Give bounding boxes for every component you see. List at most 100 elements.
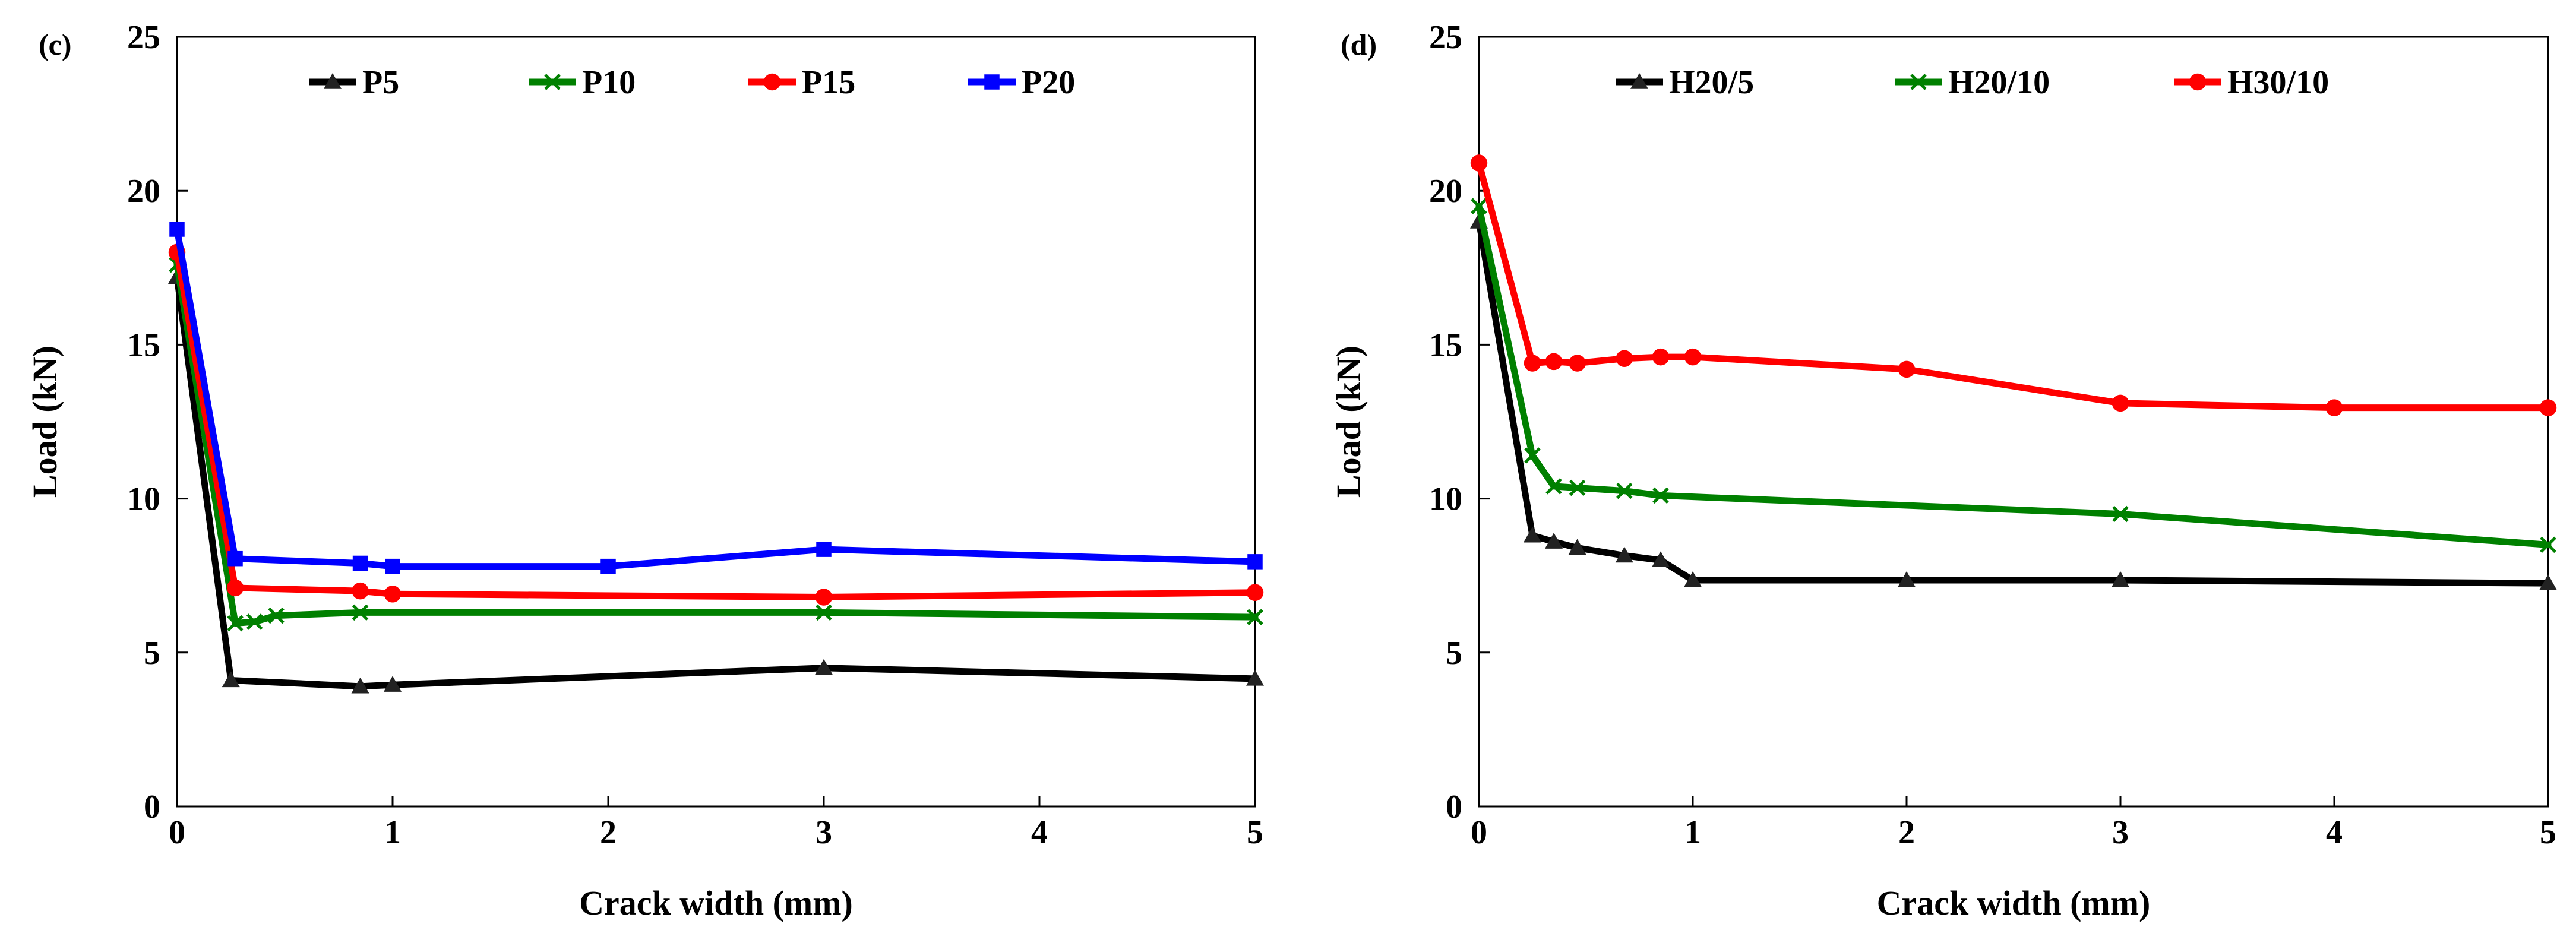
panel-c-xtick-label: 2 bbox=[600, 814, 617, 851]
panel-d-series-0-point bbox=[1615, 546, 1633, 563]
panel-d-series-2-point bbox=[2539, 399, 2557, 416]
panel-c-legend-marker-1 bbox=[544, 74, 561, 90]
panel-c-series-0-point bbox=[815, 659, 833, 675]
panel-c-series-2-point bbox=[226, 579, 244, 597]
panel-c-series-0-point bbox=[222, 671, 240, 688]
panel-c-series-3-point bbox=[1247, 554, 1263, 570]
panel-c-series-0-point bbox=[384, 676, 402, 692]
panel-d-legend-label-2: H30/10 bbox=[2227, 64, 2329, 101]
panel-d-series-0-point bbox=[2112, 571, 2129, 587]
panel-c-ytick-label: 0 bbox=[144, 789, 160, 825]
panel-d-y-axis-title: Load (kN) bbox=[1329, 346, 1368, 498]
panel-d-x-axis-title: Crack width (mm) bbox=[1877, 884, 2151, 922]
panel-d-series-1-point bbox=[1616, 482, 1633, 499]
panel-d-series-2-point bbox=[1470, 154, 1488, 172]
panel-d-legend: H20/5 H20/10 H30/10 bbox=[1616, 64, 2329, 101]
panel-c-legend-marker-3 bbox=[984, 74, 1000, 90]
panel-c-series-1-point bbox=[268, 607, 285, 624]
panel-d-series-0-point bbox=[1545, 533, 1563, 549]
panel-d-series-2 bbox=[1470, 154, 2557, 416]
panel-c-legend-label-2: P15 bbox=[802, 64, 855, 101]
panel-d-xtick-label: 0 bbox=[1471, 814, 1487, 851]
panel-c-legend: P5 P10 P15 P20 bbox=[309, 64, 1075, 101]
panel-c-series-3-point bbox=[385, 558, 400, 574]
panel-c-series-3-point bbox=[816, 542, 832, 557]
panel-d-series-0-point bbox=[1684, 571, 1702, 587]
panel-d-series-0-point bbox=[2539, 574, 2557, 590]
panel-d-series-0-point bbox=[1568, 539, 1586, 555]
panel-d-series-2-point bbox=[1652, 348, 1670, 366]
panel-d-ytick-label: 15 bbox=[1429, 327, 1462, 363]
panel-c-legend-label-1: P10 bbox=[582, 64, 636, 101]
panel-c-series-1-point bbox=[1247, 609, 1263, 625]
panel-d-series-0-line bbox=[1475, 218, 2552, 587]
panel-d-series-2-point bbox=[1545, 353, 1563, 371]
panel-c-series-2-point bbox=[352, 582, 369, 600]
panel-c-xtick-label: 1 bbox=[384, 814, 401, 851]
panel-d-series-0-point bbox=[1898, 571, 1916, 587]
panel-d-legend-marker-1 bbox=[1910, 74, 1927, 90]
panel-d-xtick-label: 3 bbox=[2112, 814, 2129, 851]
panel-d-series-0-point bbox=[1524, 526, 1541, 543]
panel-c-series-1-point bbox=[816, 604, 832, 621]
panel-c-ytick-label: 10 bbox=[127, 481, 160, 518]
panel-c-chart: 0 5 10 15 20 25 0 1 2 3 4 5 Crack width (mm) Load (kN… bbox=[26, 19, 1264, 922]
panel-c-y-axis-title: Load (kN) bbox=[26, 346, 64, 498]
panel-c-ytick-label: 15 bbox=[127, 327, 160, 363]
panel-d-plot-frame bbox=[1478, 36, 2549, 808]
panel-d-legend-marker-2 bbox=[2189, 73, 2207, 91]
panel-d-series-1-point bbox=[2540, 536, 2556, 553]
panel-d-series-2-point bbox=[1898, 360, 1916, 378]
panel-d-series-2-point bbox=[1684, 348, 1702, 366]
panel-c-plot-frame bbox=[176, 36, 1256, 808]
panel-d-series-1-point bbox=[1569, 479, 1586, 496]
panel-c-series-2-point bbox=[1246, 584, 1264, 601]
panel-d-series-1-point bbox=[1471, 198, 1487, 214]
panel-d-series-0-point bbox=[1652, 551, 1670, 567]
panel-d-ytick-label: 5 bbox=[1446, 635, 1462, 672]
panel-d-legend-label-0: H20/5 bbox=[1669, 64, 1754, 101]
panel-d-series-0 bbox=[1470, 213, 2557, 590]
panel-d-series-2-point bbox=[2112, 394, 2129, 412]
panel-c-xtick-label: 4 bbox=[1031, 814, 1048, 851]
panel-d-series-2-point bbox=[1524, 355, 1541, 372]
panel-d-ytick-label: 10 bbox=[1429, 481, 1462, 518]
panel-d-legend-marker-0 bbox=[1630, 73, 1648, 89]
panel-d-xtick-label: 5 bbox=[2540, 814, 2556, 851]
panel-d-series-2-point bbox=[1616, 350, 1633, 367]
panel-c-series-2-point bbox=[384, 586, 402, 603]
panel-d-series-1-point bbox=[1524, 447, 1541, 464]
panel-d-series-1-point bbox=[1545, 478, 1562, 495]
panel-d-series-1-point bbox=[2112, 505, 2129, 523]
panel-c-ytick-label: 20 bbox=[127, 173, 160, 210]
panel-c-series-0-line bbox=[173, 273, 1259, 690]
panel-c-ytick-label: 5 bbox=[144, 635, 160, 672]
panel-d-ytick-label: 20 bbox=[1429, 173, 1462, 210]
panel-c-series-2-point bbox=[815, 589, 833, 606]
panel-d-xtick-label: 1 bbox=[1684, 814, 1701, 851]
panel-d-xtick-label: 4 bbox=[2326, 814, 2343, 851]
panel-c-series-0-point bbox=[351, 677, 369, 694]
panel-c-xtick-label: 5 bbox=[1247, 814, 1263, 851]
panel-c-series-0-point bbox=[1246, 669, 1264, 686]
panel-d-legend-label-1: H20/10 bbox=[1948, 64, 2050, 101]
panel-c-series-2-line bbox=[173, 249, 1259, 600]
panel-d-series-1-point bbox=[1652, 487, 1669, 504]
panel-d-xtick-label: 2 bbox=[1898, 814, 1915, 851]
panel-d-chart: 0 5 10 15 20 25 0 1 2 3 4 5 Crack width (mm) Load (kN… bbox=[1329, 19, 2557, 922]
panel-c-legend-label-0: P5 bbox=[362, 64, 399, 101]
panel-c-series-3-point bbox=[169, 222, 185, 237]
panel-c-x-axis-title: Crack width (mm) bbox=[579, 884, 853, 922]
panel-c-xtick-label: 3 bbox=[816, 814, 832, 851]
panel-c-legend-marker-2 bbox=[763, 73, 781, 91]
panel-c-letter: (c) bbox=[39, 28, 72, 61]
panel-c-series-3-point bbox=[600, 558, 616, 574]
panel-c-series-3-point bbox=[227, 550, 243, 567]
panel-c-xtick-label: 0 bbox=[169, 814, 185, 851]
panel-c-series-3 bbox=[169, 222, 1263, 574]
panel-d-series-2-point bbox=[1569, 355, 1586, 372]
panel-c-series-1-point bbox=[246, 613, 263, 630]
panel-d-series-1 bbox=[1471, 198, 2556, 553]
